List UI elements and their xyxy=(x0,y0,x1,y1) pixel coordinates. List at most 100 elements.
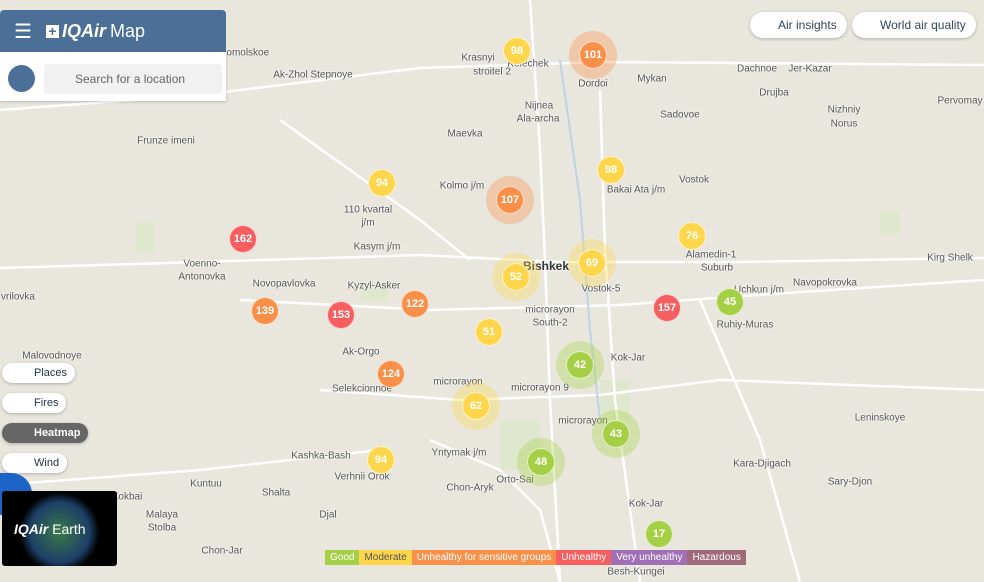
search-panel: Search for a location xyxy=(0,52,226,101)
place-label: Sary-Djon xyxy=(827,476,873,488)
aqi-marker[interactable]: 69 xyxy=(578,249,606,277)
place-label: Djal xyxy=(319,509,337,521)
place-label: Malovodnoye xyxy=(22,350,82,362)
place-label: Frunze imeni xyxy=(137,135,195,147)
aqi-marker[interactable]: 162 xyxy=(229,225,257,253)
place-label: Nizhniy xyxy=(827,104,861,116)
place-label: Sadovoe xyxy=(660,109,700,121)
aqi-marker[interactable]: 45 xyxy=(716,288,744,316)
aqi-marker[interactable]: 153 xyxy=(327,301,355,329)
place-label: Kok-Jar xyxy=(628,498,664,510)
place-label: vrilovka xyxy=(1,291,35,303)
legend-item: Unhealthy xyxy=(556,550,612,565)
aqi-marker[interactable]: 98 xyxy=(503,37,531,65)
place-label: Krasnyi xyxy=(461,52,495,64)
place-label: Ala-archa xyxy=(516,113,560,125)
place-label: Pervomay xyxy=(937,95,983,107)
place-label: j/m xyxy=(361,217,375,229)
legend-item: Good xyxy=(325,550,360,565)
legend-item: Very unhealthy xyxy=(611,550,688,565)
aqi-marker[interactable]: 124 xyxy=(377,360,405,388)
aqi-marker[interactable]: 157 xyxy=(653,294,681,322)
place-label: Navopokrovka xyxy=(793,277,857,289)
logo-icon: + xyxy=(45,24,59,38)
menu-icon[interactable]: ☰ xyxy=(14,20,32,43)
place-label: Drujba xyxy=(759,87,789,99)
place-label: Kolmo j/m xyxy=(439,180,485,192)
aqi-marker[interactable]: 76 xyxy=(678,222,706,250)
places-button[interactable]: Places xyxy=(2,363,76,383)
place-label: Suburb xyxy=(700,262,734,274)
earth-product: Earth xyxy=(52,521,86,537)
place-label: Kuntuu xyxy=(190,478,222,490)
place-label: Ak-Zhol Stepnoye xyxy=(273,69,353,81)
place-label: Kasym j/m xyxy=(353,241,401,253)
aqi-marker[interactable]: 17 xyxy=(645,520,673,548)
aqi-marker[interactable]: 48 xyxy=(527,448,555,476)
aqi-marker[interactable]: 62 xyxy=(462,392,490,420)
aqi-marker[interactable]: 43 xyxy=(602,420,630,448)
place-label: Norus xyxy=(830,118,858,130)
aqi-marker[interactable]: 51 xyxy=(475,318,503,346)
place-label: Selekcionnoe xyxy=(331,383,393,395)
place-label: Alamedin-1 xyxy=(685,249,737,261)
air-insights-button[interactable]: Air insights xyxy=(750,12,847,38)
place-label: Stolba xyxy=(147,522,177,534)
aqi-marker[interactable]: 52 xyxy=(502,263,530,291)
place-label: Ak-Orgo xyxy=(342,346,380,358)
place-label: Chon-Aryk xyxy=(446,482,494,494)
place-label: Jer-Kazar xyxy=(788,63,832,75)
fires-button[interactable]: Fires xyxy=(2,393,67,413)
aqi-marker[interactable]: 98 xyxy=(597,156,625,184)
place-label: Yntymak j/m xyxy=(431,447,487,459)
aqi-marker[interactable]: 94 xyxy=(368,169,396,197)
place-label: Kok-Jar xyxy=(610,352,646,364)
world-air-quality-button[interactable]: World air quality xyxy=(852,12,976,38)
place-label: Verhnii Orok xyxy=(334,471,390,483)
logo: IQAir xyxy=(61,20,106,41)
aqi-marker[interactable]: 101 xyxy=(579,41,607,69)
header: ☰ + IQAir Map xyxy=(0,10,226,52)
legend-item: Hazardous xyxy=(687,550,746,565)
place-label: microrayon xyxy=(558,415,608,427)
place-label: Uchkun j/m xyxy=(733,284,785,296)
place-label: Orto-Sai xyxy=(496,474,534,486)
search-input[interactable]: Search for a location xyxy=(44,64,222,94)
place-label: Vostok xyxy=(678,174,710,186)
place-label: Kyzyl-Asker xyxy=(347,280,401,292)
place-label: Nijnea xyxy=(524,100,554,112)
aqi-marker[interactable]: 139 xyxy=(251,297,279,325)
earth-card[interactable]: IQAir Earth xyxy=(2,491,117,566)
place-label: Kara-Djigach xyxy=(733,458,791,470)
aqi-marker[interactable]: 94 xyxy=(367,446,395,474)
place-label: Dordoi xyxy=(578,78,608,90)
place-label: microrayon 9 xyxy=(511,382,569,394)
heatmap-button[interactable]: Heatmap xyxy=(2,423,89,443)
place-label: Leninskoye xyxy=(854,412,906,424)
aqi-marker[interactable]: 107 xyxy=(496,186,524,214)
legend-item: Moderate xyxy=(359,550,412,565)
locate-button[interactable] xyxy=(8,65,35,92)
place-label: Shalta xyxy=(261,487,291,499)
place-label: Kokbai xyxy=(111,491,143,503)
place-label: Komsomolskoe xyxy=(200,47,270,59)
aqi-marker[interactable]: 122 xyxy=(401,290,429,318)
place-label: Voenno- xyxy=(183,258,221,270)
place-label: stroitel 2 xyxy=(473,66,511,78)
aqi-marker[interactable]: 42 xyxy=(566,351,594,379)
place-label: Vostok-5 xyxy=(581,283,621,295)
place-label: Malaya xyxy=(145,509,179,521)
place-label: Maevka xyxy=(447,128,483,140)
earth-logo: IQAir xyxy=(14,521,49,537)
wind-button[interactable]: Wind xyxy=(2,453,68,473)
legend-item: Unhealthy for sensitive groups xyxy=(411,550,557,565)
place-label: microrayon xyxy=(433,376,483,388)
place-label: 110 kvartal xyxy=(343,204,393,216)
place-label: Ruhiy-Muras xyxy=(716,319,774,331)
place-label: South-2 xyxy=(532,317,568,329)
legend: Good Moderate Unhealthy for sensitive grou… xyxy=(325,550,746,565)
place-label: Novopavlovka xyxy=(252,278,316,290)
place-label: Kashka-Bash xyxy=(291,450,351,462)
place-label: microrayon xyxy=(525,304,575,316)
